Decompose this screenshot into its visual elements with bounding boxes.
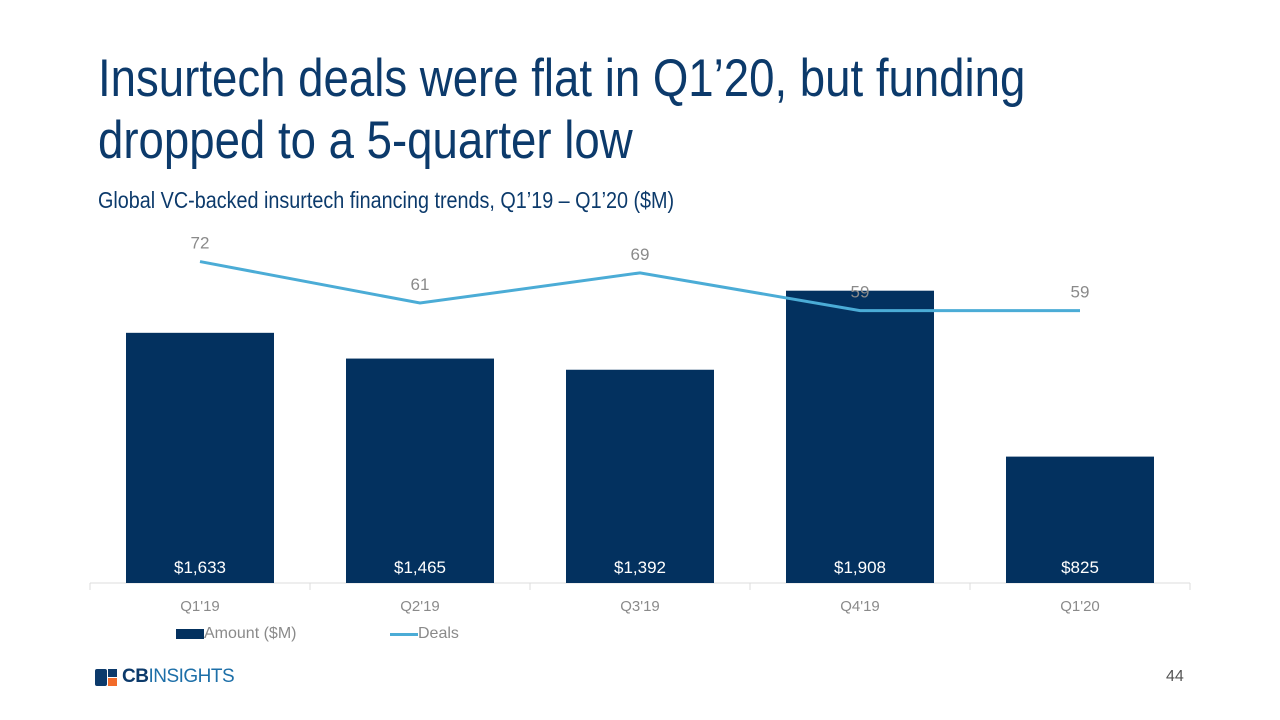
- x-tick-label: Q2'19: [400, 598, 440, 615]
- deals-line: [199, 260, 1080, 313]
- x-tick-label: Q3'19: [620, 598, 660, 615]
- bar-data-label: $1,465: [394, 558, 446, 577]
- page-number: 44: [1166, 668, 1184, 685]
- x-tick-label: Q4'19: [840, 598, 880, 615]
- title-line-1: Insurtech deals were flat in Q1’20, but …: [98, 49, 1026, 108]
- deals-data-label: 61: [411, 275, 430, 294]
- bar-amount: [126, 332, 274, 583]
- legend-label-deals: Deals: [418, 625, 459, 642]
- legend-item-amount: Amount ($M): [176, 625, 296, 643]
- deals-data-label: 59: [1071, 283, 1090, 302]
- bar-amount: [566, 369, 714, 583]
- legend-bar-swatch: [176, 629, 204, 639]
- bar-amount: [346, 358, 494, 583]
- legend-line-swatch: [390, 632, 418, 636]
- logo-cb: CB: [122, 666, 149, 687]
- bar-amount: [1006, 456, 1154, 583]
- page-title: Insurtech deals were flat in Q1’20, but …: [98, 48, 1025, 172]
- bar-amount: [786, 290, 934, 583]
- x-tick-label: Q1'20: [1060, 598, 1100, 615]
- bar-data-label: $1,633: [174, 558, 226, 577]
- bar-data-label: $825: [1061, 558, 1099, 577]
- title-line-2: dropped to a 5-quarter low: [98, 111, 633, 170]
- bar-data-label: $1,908: [834, 558, 886, 577]
- x-tick-label: Q1'19: [180, 598, 220, 615]
- logo-mark-icon: [95, 668, 117, 686]
- legend-label-amount: Amount ($M): [204, 625, 297, 642]
- chart-subtitle: Global VC-backed insurtech financing tre…: [98, 187, 675, 213]
- bar-data-label: $1,392: [614, 558, 666, 577]
- cb-insights-logo: CBINSIGHTS: [95, 666, 235, 688]
- deals-data-label: 59: [851, 283, 870, 302]
- logo-insights: INSIGHTS: [148, 666, 235, 687]
- legend-item-deals: Deals: [390, 625, 459, 643]
- deals-data-label: 72: [191, 234, 210, 253]
- deals-data-label: 69: [631, 245, 650, 264]
